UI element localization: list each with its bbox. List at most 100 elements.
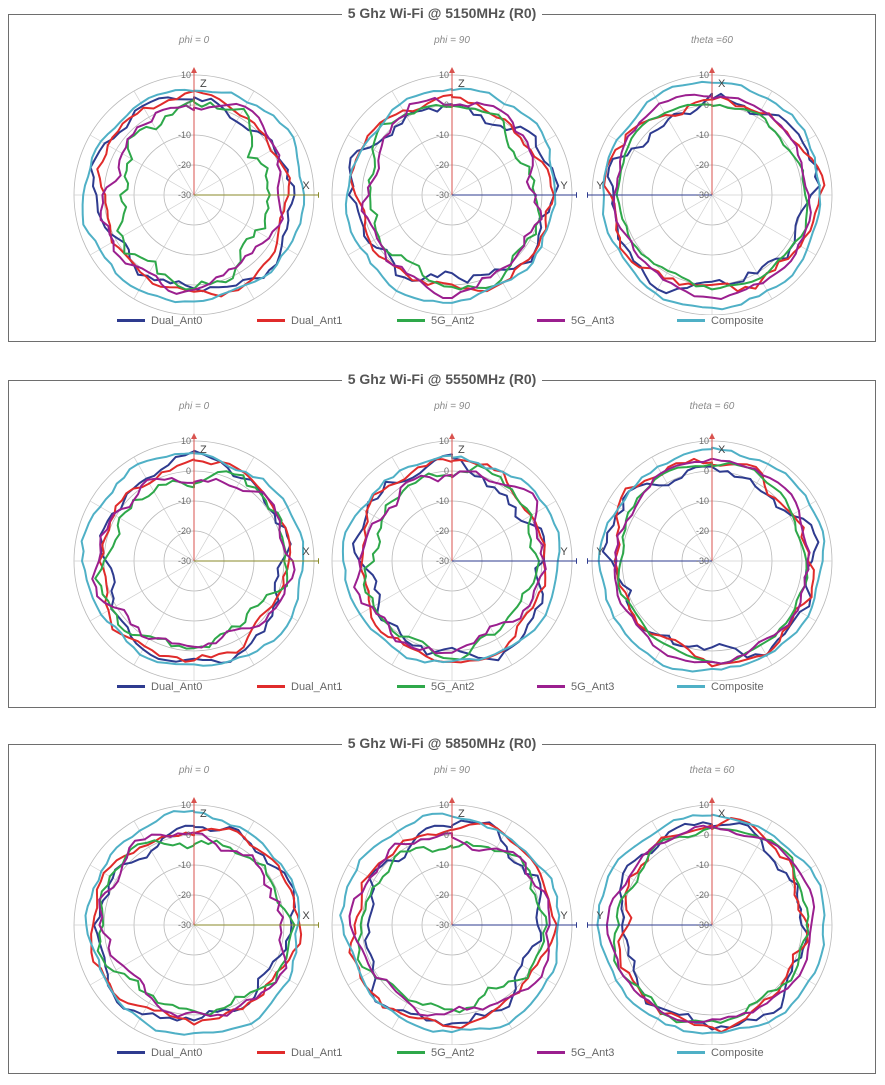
- legend-swatch: [677, 684, 705, 688]
- radial-tick-label: -30: [696, 190, 709, 200]
- horizontal-axis-label: Y: [596, 180, 604, 192]
- series-trace-dual-ant1: [603, 95, 826, 293]
- horizontal-axis-label: Y: [560, 910, 568, 922]
- grid-spoke: [89, 864, 195, 926]
- radial-tick-label: -10: [696, 496, 709, 506]
- series-trace-5g-ant2: [96, 839, 296, 1016]
- series-trace-composite: [344, 87, 557, 304]
- polar-plot: theta =60 X Y 10 0 -10 -20 -30: [587, 35, 833, 315]
- radial-tick-label: 0: [704, 100, 709, 110]
- series-trace-5g-ant3: [612, 93, 812, 300]
- series-trace-composite: [597, 446, 826, 673]
- legend-swatch: [117, 318, 145, 322]
- legend-swatch: [397, 1050, 425, 1054]
- series-trace-dual-ant1: [617, 817, 810, 1033]
- grid-spoke: [711, 560, 817, 622]
- radial-tick-label: 10: [439, 70, 449, 80]
- radial-tick-label: -20: [696, 160, 709, 170]
- legend-swatch: [257, 1050, 285, 1054]
- radial-tick-label: -30: [436, 190, 449, 200]
- grid-spoke: [89, 500, 195, 562]
- legend-item-5g-ant2: 5G_Ant2: [397, 1047, 474, 1059]
- radial-tick-label: -10: [178, 496, 191, 506]
- series-trace-5g-ant3: [605, 824, 816, 1024]
- radial-tick-label: 10: [699, 436, 709, 446]
- radial-tick-label: -30: [178, 556, 191, 566]
- grid-spoke: [193, 456, 255, 562]
- radial-tick-label: -10: [436, 860, 449, 870]
- polar-plot: phi = 90 Z Y 10 0 -10 -20 -30: [331, 401, 577, 681]
- vertical-axis-arrow: [709, 67, 715, 73]
- polar-plot: phi = 0 Z X 10 0 -10 -20 -30: [73, 401, 319, 681]
- grid-spoke: [651, 560, 713, 666]
- horizontal-axis-arrow: [318, 192, 319, 198]
- plot-subtitle: phi = 90: [433, 401, 470, 412]
- legend-label: 5G_Ant3: [571, 315, 615, 327]
- horizontal-axis-arrow: [318, 558, 319, 564]
- grid-spoke: [133, 194, 195, 300]
- series-trace-composite: [339, 812, 561, 1034]
- grid-spoke: [391, 90, 453, 196]
- grid-spoke: [451, 90, 513, 196]
- series-trace-5g-ant2: [367, 104, 542, 291]
- radial-tick-label: 10: [439, 800, 449, 810]
- polar-plot: phi = 90 Z Y 10 0 -10 -20 -30: [331, 765, 577, 1045]
- legend-label: Dual_Ant0: [151, 315, 203, 327]
- radial-tick-label: 0: [186, 466, 191, 476]
- legend-item-5g-ant2: 5G_Ant2: [397, 681, 474, 693]
- grid-spoke: [607, 924, 713, 986]
- legend-item-dual-ant0: Dual_Ant0: [117, 681, 202, 693]
- grid-spoke: [133, 820, 195, 926]
- legend-label: Composite: [711, 315, 764, 327]
- radial-tick-label: 0: [444, 466, 449, 476]
- horizontal-axis-label: Y: [560, 546, 568, 558]
- grid-spoke: [193, 560, 299, 622]
- plot-subtitle: theta = 60: [690, 765, 735, 776]
- series-trace-dual-ant0: [364, 819, 543, 1027]
- grid-spoke: [193, 194, 255, 300]
- grid-spoke: [607, 500, 713, 562]
- radial-tick-label: 10: [181, 436, 191, 446]
- vertical-axis-arrow: [191, 797, 197, 803]
- legend-label: Dual_Ant1: [291, 315, 343, 327]
- legend-swatch: [117, 1050, 145, 1054]
- radial-tick-label: -20: [436, 890, 449, 900]
- horizontal-axis-arrow: [576, 558, 577, 564]
- legend-item-composite: Composite: [677, 315, 764, 327]
- horizontal-axis-arrow: [587, 558, 588, 564]
- horizontal-axis-label: X: [302, 910, 310, 922]
- polar-plots-row: phi = 0 Z X 10 0 -10 -20 -30 phi = 90 Z Y 10 0 -10 -20…: [9, 381, 877, 681]
- legend-label: Dual_Ant0: [151, 681, 203, 693]
- legend-item-dual-ant1: Dual_Ant1: [257, 681, 342, 693]
- series-trace-5g-ant2: [617, 461, 809, 665]
- vertical-axis-arrow: [191, 67, 197, 73]
- radial-tick-label: -30: [696, 556, 709, 566]
- vertical-axis-label: X: [718, 78, 726, 90]
- grid-spoke: [451, 924, 557, 986]
- chart-panel-5150mhz: 5 Ghz Wi-Fi @ 5150MHz (R0) phi = 0 Z X 10 0 -…: [8, 5, 876, 342]
- grid-spoke: [451, 134, 557, 196]
- radial-tick-label: -10: [436, 130, 449, 140]
- plot-subtitle: phi = 90: [433, 35, 470, 46]
- polar-plots-row: phi = 0 Z X 10 0 -10 -20 -30 phi = 90 Z Y 10 0 -10 -20…: [9, 745, 877, 1045]
- grid-spoke: [711, 924, 773, 1030]
- plot-subtitle: theta = 60: [690, 401, 735, 412]
- radial-tick-label: 0: [704, 466, 709, 476]
- legend-label: Dual_Ant0: [151, 1047, 203, 1059]
- plot-subtitle: phi = 0: [178, 765, 210, 776]
- polar-plot: phi = 90 Z Y 10 0 -10 -20 -30: [331, 35, 577, 315]
- legend-item-5g-ant3: 5G_Ant3: [537, 1047, 614, 1059]
- panel-title: 5 Ghz Wi-Fi @ 5850MHz (R0): [9, 735, 875, 753]
- panel-title: 5 Ghz Wi-Fi @ 5150MHz (R0): [9, 5, 875, 23]
- radial-tick-label: 10: [699, 70, 709, 80]
- horizontal-axis-label: X: [302, 180, 310, 192]
- series-trace-composite: [602, 80, 822, 311]
- grid-spoke: [347, 924, 453, 986]
- vertical-axis-arrow: [449, 797, 455, 803]
- series-trace-5g-ant2: [116, 99, 271, 291]
- horizontal-axis-arrow: [576, 922, 577, 928]
- series-trace-5g-ant2: [94, 470, 289, 650]
- horizontal-axis-label: Y: [596, 546, 604, 558]
- grid-spoke: [193, 924, 255, 1030]
- grid-spoke: [347, 560, 453, 622]
